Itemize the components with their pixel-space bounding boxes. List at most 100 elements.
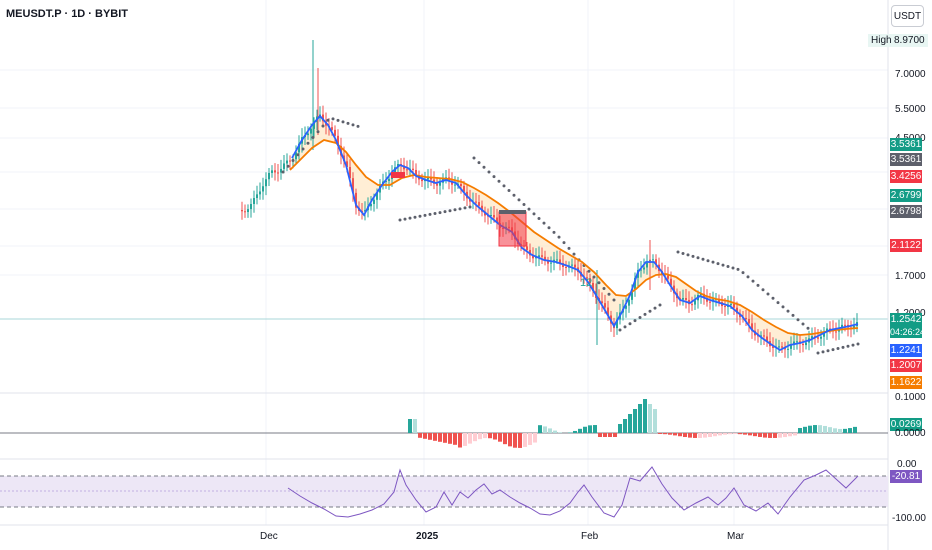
sar-dot bbox=[701, 257, 705, 261]
macd-bar bbox=[788, 433, 792, 437]
sar-dot bbox=[537, 216, 541, 220]
macd-bar bbox=[828, 427, 832, 433]
macd-bar bbox=[458, 433, 462, 448]
candles[interactable] bbox=[241, 40, 858, 359]
sar-dot bbox=[592, 275, 596, 279]
sar-dot bbox=[301, 147, 305, 151]
macd-bar bbox=[653, 409, 657, 433]
time-axis-label: Mar bbox=[727, 531, 745, 542]
macd-bar bbox=[503, 433, 507, 445]
sar-dot bbox=[587, 269, 591, 273]
macd-histogram[interactable] bbox=[0, 399, 888, 448]
candle-body bbox=[430, 177, 432, 180]
candle-body bbox=[574, 264, 576, 268]
sar-dot bbox=[326, 118, 330, 122]
macd-bar bbox=[418, 433, 422, 438]
candle-body bbox=[313, 121, 315, 129]
macd-bar bbox=[513, 433, 517, 448]
macd-bar bbox=[538, 425, 542, 433]
sar-dot bbox=[311, 136, 315, 140]
sar-dot bbox=[628, 322, 632, 326]
sar-dot bbox=[643, 312, 647, 316]
sar-dot bbox=[691, 254, 695, 258]
sar-dot bbox=[771, 296, 775, 300]
price-tag: 3.5361 bbox=[890, 138, 922, 151]
macd-bar bbox=[578, 428, 582, 433]
sar-dot bbox=[653, 306, 657, 310]
macd-bar bbox=[673, 433, 677, 436]
candle-body bbox=[763, 335, 765, 337]
candle-body bbox=[337, 135, 339, 146]
sar-dot bbox=[336, 118, 340, 122]
candle-body bbox=[532, 255, 534, 259]
macd-bar bbox=[748, 433, 752, 436]
candle-body bbox=[349, 167, 351, 179]
macd-bar bbox=[453, 433, 457, 445]
candle-body bbox=[265, 179, 267, 187]
highlight-box bbox=[498, 211, 527, 247]
macd-bar bbox=[508, 433, 512, 447]
candle-body bbox=[436, 183, 438, 186]
sar-dot bbox=[418, 214, 422, 218]
candle-body bbox=[385, 180, 387, 182]
candle-body bbox=[706, 298, 708, 302]
candle-body bbox=[796, 341, 798, 343]
sar-dot bbox=[492, 175, 496, 179]
sar-dot bbox=[403, 217, 407, 221]
candle-body bbox=[823, 331, 825, 337]
sar-dot bbox=[562, 241, 566, 245]
candle-body bbox=[802, 343, 804, 346]
macd-bar bbox=[823, 425, 827, 433]
sar-dot bbox=[572, 252, 576, 256]
candle-body bbox=[274, 170, 276, 173]
macd-bar bbox=[783, 433, 787, 438]
macd-bar bbox=[428, 433, 432, 440]
macd-bar bbox=[778, 433, 782, 438]
sar-dot bbox=[458, 207, 462, 211]
sar-dot bbox=[281, 170, 285, 174]
candle-body bbox=[412, 168, 414, 171]
macd-bar bbox=[423, 433, 427, 439]
sar-dot bbox=[801, 322, 805, 326]
macd-bar bbox=[663, 433, 667, 435]
sar-dot bbox=[751, 279, 755, 283]
sar-dot bbox=[398, 218, 402, 222]
sar-dot bbox=[836, 347, 840, 350]
bar-countdown: 04:26:24 bbox=[890, 326, 926, 338]
sar-dot bbox=[557, 235, 561, 239]
time-axis-label: 2025 bbox=[416, 531, 439, 542]
candle-body bbox=[655, 259, 657, 265]
sar-dot bbox=[681, 251, 685, 255]
candle-body bbox=[364, 210, 366, 212]
macd-bar bbox=[448, 433, 452, 444]
sar-dot bbox=[816, 351, 820, 355]
last-price-tag: 1.2542 bbox=[890, 313, 922, 326]
candle-body bbox=[370, 203, 372, 207]
candle-body bbox=[625, 305, 627, 309]
macd-bar bbox=[523, 433, 527, 447]
sar-dot bbox=[463, 206, 467, 210]
candle-body bbox=[277, 172, 279, 174]
candle-body bbox=[286, 160, 288, 164]
macd-bar bbox=[693, 433, 697, 438]
macd-bar bbox=[413, 419, 417, 433]
macd-bar bbox=[548, 428, 552, 433]
macd-bar bbox=[593, 425, 597, 433]
sar-dot bbox=[638, 316, 642, 319]
macd-bar bbox=[588, 425, 592, 433]
macd-bar bbox=[408, 419, 412, 433]
panel-separators[interactable] bbox=[0, 0, 889, 550]
macd-bar bbox=[773, 433, 777, 438]
candle-body bbox=[766, 336, 768, 342]
currency-button[interactable]: USDT bbox=[891, 5, 924, 27]
candle-body bbox=[352, 178, 354, 193]
rsi-panel[interactable] bbox=[0, 466, 888, 518]
symbol-title[interactable]: MEUSDT.P · 1D · BYBIT bbox=[6, 8, 129, 20]
candle-body bbox=[733, 303, 735, 308]
candle-body bbox=[565, 266, 567, 268]
fast-ma-line bbox=[291, 114, 859, 352]
candle-body bbox=[670, 278, 672, 286]
sar-dot bbox=[448, 209, 452, 213]
